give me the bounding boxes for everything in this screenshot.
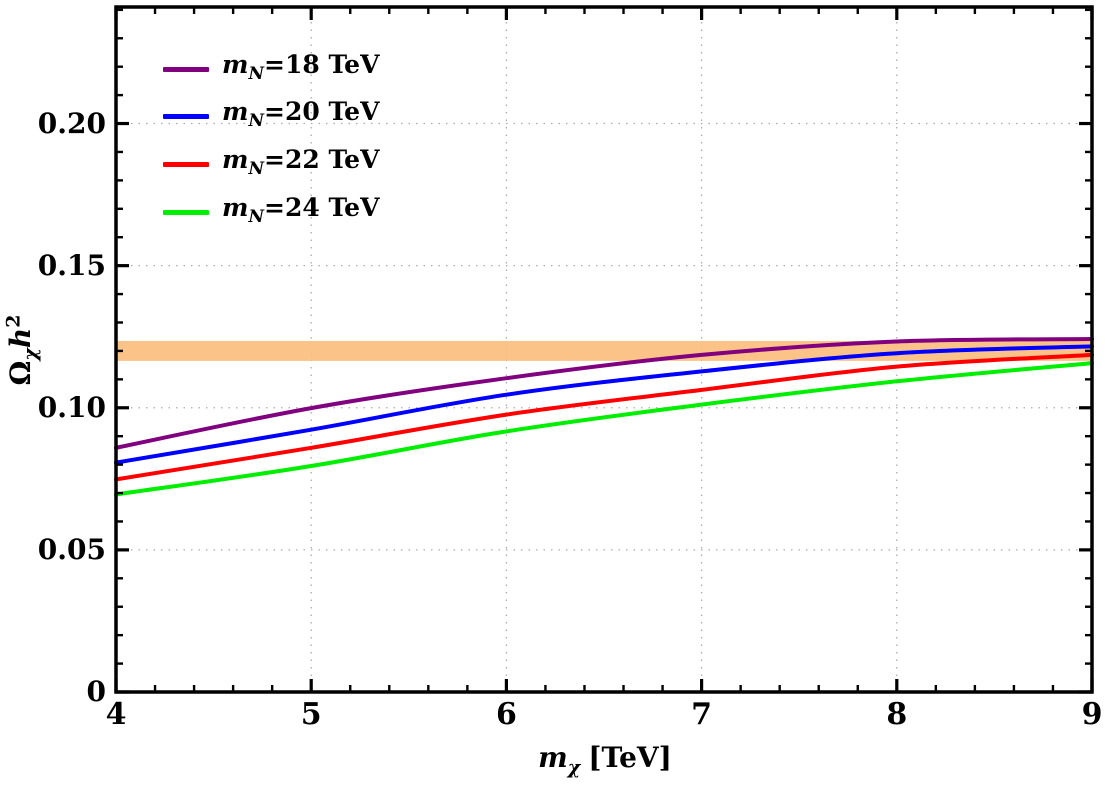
y-tick-label: 0.20 [37,106,106,140]
x-tick-label: 4 [105,697,127,732]
y-tick-label: 0.05 [37,532,106,566]
y-tick-label: 0.10 [37,390,106,424]
curve-m-n-20-tev [114,344,1094,465]
x-axis-unit: [TeV] [588,741,672,774]
x-axis-symbol: m [538,741,568,774]
x-tick-label: 8 [886,697,908,732]
legend-label: mN=20 TeV [222,97,380,132]
legend-label: mN=24 TeV [222,192,380,227]
y-axis-title: Ωχh2 [3,314,42,385]
x-tick-label: 9 [1081,697,1103,732]
legend-label: mN=22 TeV [222,144,380,179]
x-tick-label: 6 [495,697,517,732]
x-axis-subscript: χ [567,756,581,779]
y-axis-symbol: Ω [3,360,37,386]
plot-frame [114,5,1094,694]
curve-m-n-22-tev [114,352,1094,482]
legend-item: mN=20 TeV [163,97,379,134]
curve-m-n-24-tev [114,361,1094,497]
legend-swatch-line [163,209,209,215]
x-tick-label: 5 [300,697,322,732]
x-axis-title: mχ [TeV] [450,741,760,779]
legend-swatch-line [163,161,209,167]
curve-m-n-18-tev [114,337,1094,450]
y-axis-exponent: 2 [2,314,25,328]
curve-layer [114,337,1094,497]
y-tick-label: 0.15 [37,248,106,282]
legend-label: mN=18 TeV [222,49,380,84]
frame-layer [114,5,1094,694]
legend-item: mN=24 TeV [163,193,379,229]
y-axis-variable: h [3,327,37,349]
legend-swatch-line [163,66,209,72]
y-axis-subscript: χ [19,348,42,361]
y-tick-label: 0 [86,675,106,708]
legend-item: mN=22 TeV [163,145,379,181]
legend-swatch-line [163,114,209,120]
x-tick-label: 7 [691,697,713,732]
grid-layer [116,7,1092,692]
legend-item: mN=18 TeV [163,50,379,86]
